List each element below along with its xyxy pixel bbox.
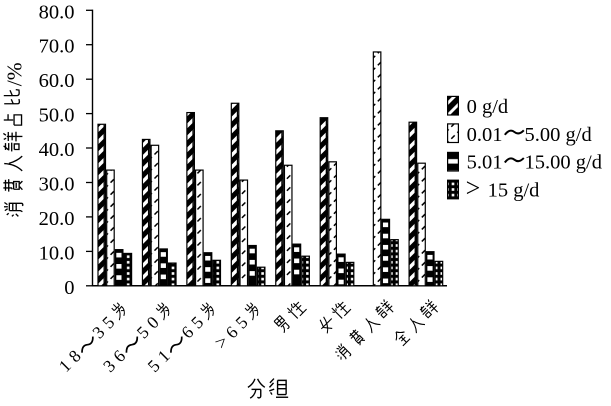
svg-text:>: > xyxy=(466,173,481,202)
svg-text:60.0: 60.0 xyxy=(39,70,75,92)
svg-text:50.0: 50.0 xyxy=(39,105,75,127)
svg-text:20.0: 20.0 xyxy=(39,208,75,230)
svg-text:30.0: 30.0 xyxy=(39,174,75,196)
svg-text:5.00 g/d: 5.00 g/d xyxy=(525,124,592,146)
svg-text:40.0: 40.0 xyxy=(39,139,75,161)
svg-text:15 g/d: 15 g/d xyxy=(488,179,540,201)
svg-text:0: 0 xyxy=(64,277,74,299)
svg-text:0.01: 0.01 xyxy=(467,124,503,146)
svg-text:/%: /% xyxy=(2,62,26,86)
svg-text:10.0: 10.0 xyxy=(39,242,75,264)
svg-text:5.01: 5.01 xyxy=(467,152,503,174)
svg-text:15.00 g/d: 15.00 g/d xyxy=(525,152,602,174)
svg-text:0 g/d: 0 g/d xyxy=(467,96,509,118)
svg-text:70.0: 70.0 xyxy=(39,36,75,58)
svg-text:80.0: 80.0 xyxy=(39,1,75,23)
